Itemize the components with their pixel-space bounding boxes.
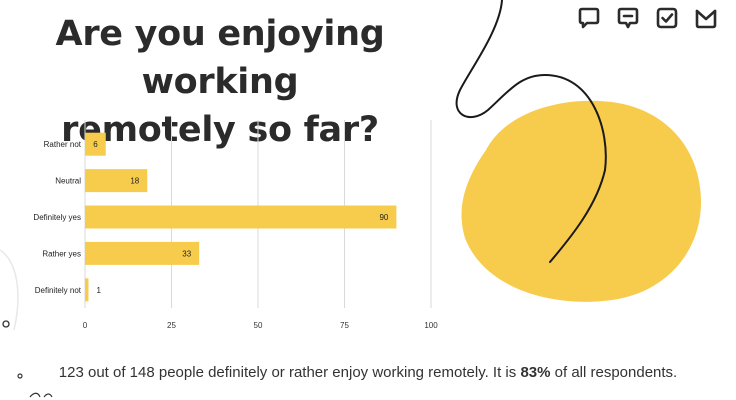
title-line-2: remotely so far?: [61, 110, 379, 150]
chat-bubble-icon[interactable]: [577, 6, 601, 30]
data-label: 1: [96, 286, 101, 295]
bar: [85, 241, 200, 265]
bars: [85, 132, 397, 302]
yellow-blob: [461, 100, 702, 302]
caption-text-end: of all respondents.: [550, 364, 678, 381]
bar-chart: 0 25 50 75 100 Rather not 6 Neutral 18 Definitely…: [33, 120, 438, 330]
page-title: Are you enjoying working remotely so far…: [0, 10, 440, 154]
bar: [85, 205, 397, 229]
x-tick-label: 75: [340, 321, 349, 330]
checkbox-icon[interactable]: [655, 6, 679, 30]
title-line-1: Are you enjoying working: [55, 14, 385, 102]
category-label: Definitely yes: [33, 213, 81, 222]
category-label: Rather yes: [42, 249, 81, 258]
category-label: Neutral: [55, 177, 81, 186]
caption-text: 123 out of 148 people definitely or rath…: [58, 364, 521, 381]
category-label: Rather not: [44, 140, 82, 149]
squiggle-line: [455, 0, 607, 263]
x-tick-label: 50: [254, 321, 263, 330]
bar: [85, 278, 89, 302]
x-tick-label: 0: [83, 321, 88, 330]
labels: 0 25 50 75 100 Rather not 6 Neutral 18 Definitely…: [33, 140, 438, 330]
data-label: 90: [379, 213, 388, 222]
category-label: Definitely not: [35, 286, 82, 295]
data-label: 6: [93, 140, 98, 149]
corner-scribble: [29, 392, 53, 398]
chat-text-icon[interactable]: [616, 6, 640, 30]
x-tick-label: 100: [424, 321, 438, 330]
bar: [85, 132, 106, 156]
x-tick-label: 25: [167, 321, 176, 330]
icon-toolbar: [577, 6, 718, 30]
inbox-icon[interactable]: [694, 6, 718, 30]
summary-caption: 123 out of 148 people definitely or rath…: [0, 364, 736, 381]
data-label: 18: [130, 177, 139, 186]
bar: [85, 169, 148, 193]
data-label: 33: [182, 249, 191, 258]
caption-percentage: 83%: [520, 364, 551, 381]
